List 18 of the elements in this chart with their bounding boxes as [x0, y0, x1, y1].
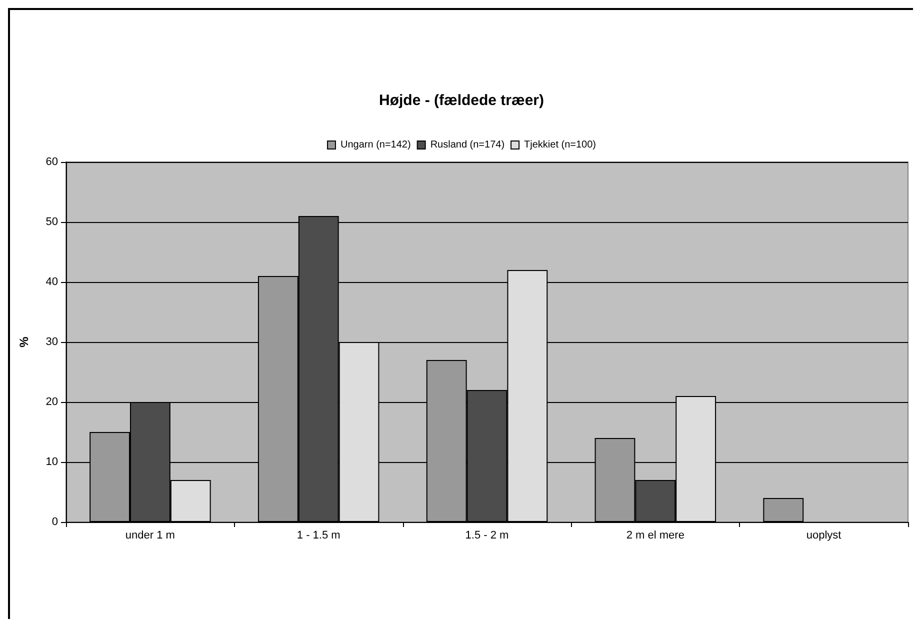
- legend-label: Rusland (n=174): [430, 140, 505, 150]
- y-tick-label: 50: [46, 216, 58, 228]
- x-tick-label: uoplyst: [806, 530, 842, 542]
- y-axis-title: %: [17, 336, 31, 348]
- legend-label: Ungarn (n=142): [340, 140, 411, 150]
- y-tick-label: 0: [52, 516, 58, 528]
- legend-label: Tjekkiet (n=100): [524, 140, 596, 150]
- y-tick-label: 20: [46, 396, 58, 408]
- y-tick-label: 40: [46, 276, 58, 288]
- chart-title: Højde - (fældede træer): [378, 92, 544, 109]
- y-tick-label: 30: [46, 336, 58, 348]
- y-tick-label: 10: [46, 456, 58, 468]
- bar: [763, 498, 804, 522]
- y-tick-label: 60: [46, 156, 58, 168]
- x-tick-label: 1 - 1.5 m: [296, 530, 340, 542]
- x-tick-label: 1.5 - 2 m: [465, 530, 509, 542]
- x-tick-label: under 1 m: [125, 530, 175, 542]
- x-tick-label: 2 m el mere: [626, 530, 684, 542]
